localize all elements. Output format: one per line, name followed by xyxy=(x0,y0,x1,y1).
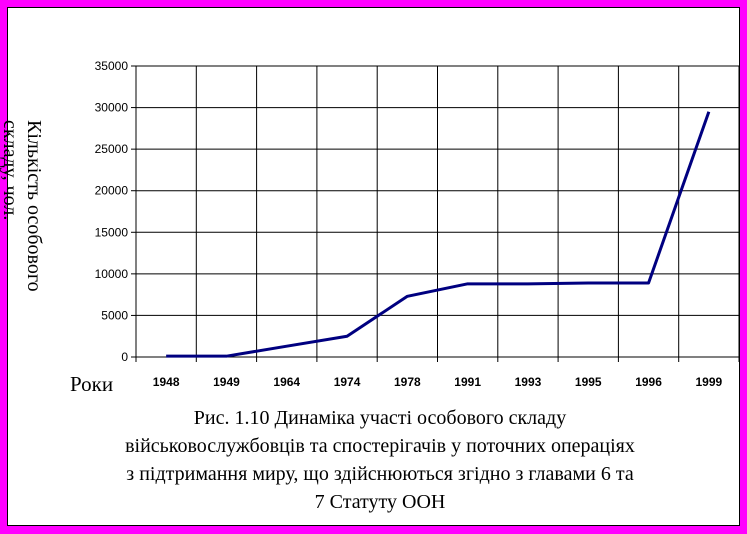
x-tick-label: 1991 xyxy=(454,375,481,389)
caption-line-2: військовослужбовців та спостерігачів у п… xyxy=(125,435,635,457)
y-tick-label: 0 xyxy=(121,350,128,364)
caption-line-3: з підтримання миру, що здійснюються згід… xyxy=(126,463,634,485)
x-tick-label: 1995 xyxy=(575,375,602,389)
caption-line-1: Рис. 1.10 Динаміка участі особового скла… xyxy=(193,407,567,429)
y-axis-label-line-2: складу, чол. xyxy=(0,120,21,221)
caption-line-4: 7 Статуту ООН xyxy=(314,491,446,513)
chart-frame xyxy=(7,7,740,526)
x-tick-label: 1948 xyxy=(153,375,180,389)
x-axis-label: Роки xyxy=(70,372,114,396)
x-tick-label: 1993 xyxy=(515,375,542,389)
x-tick-label: 1978 xyxy=(394,375,421,389)
x-tick-label: 1996 xyxy=(635,375,662,389)
x-tick-label: 1964 xyxy=(273,375,300,389)
chart-series xyxy=(166,111,711,358)
x-tick-label: 1974 xyxy=(334,375,361,389)
y-axis-label-line-1: Кількість особового xyxy=(23,120,45,292)
y-tick-label: 5000 xyxy=(101,308,128,322)
chart-axes xyxy=(131,65,740,362)
x-tick-label: 1949 xyxy=(213,375,240,389)
y-tick-label: 35000 xyxy=(95,59,129,73)
x-tick-label: 1999 xyxy=(695,375,722,389)
x-tick-labels: 1948 1949 1964 1974 1978 1991 1993 1995 1996 1999 xyxy=(153,375,723,389)
chart-grid xyxy=(136,65,740,357)
y-tick-label: 15000 xyxy=(95,225,129,239)
y-tick-label: 25000 xyxy=(95,142,129,156)
figure-caption: Рис. 1.10 Динаміка участі особового скла… xyxy=(40,404,720,516)
y-tick-labels: 0 5000 10000 15000 20000 25000 30000 35000 xyxy=(95,59,129,364)
y-axis-label: Кількість особового складу, чол. xyxy=(0,120,46,292)
y-tick-label: 10000 xyxy=(95,267,129,281)
series-line xyxy=(166,111,711,358)
y-tick-label: 20000 xyxy=(95,184,129,198)
y-tick-label: 30000 xyxy=(95,101,129,115)
